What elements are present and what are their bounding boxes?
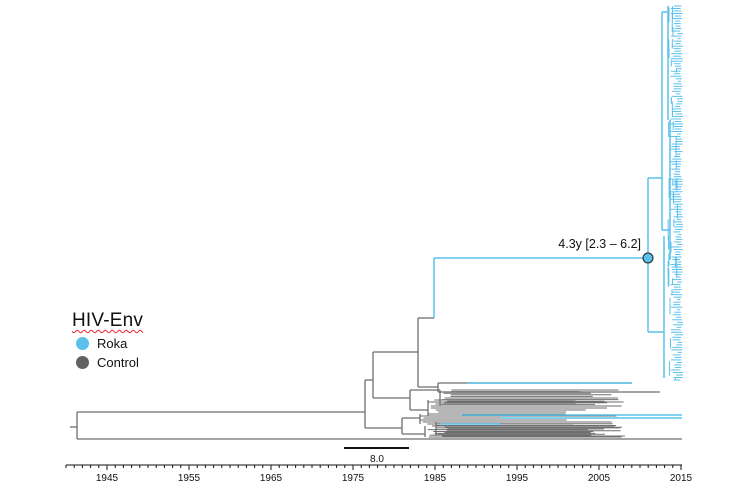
- control-swatch-icon: [76, 356, 89, 369]
- tmrca-annotation: 4.3y [2.3 – 6.2]: [558, 237, 641, 251]
- legend-label-roka: Roka: [97, 336, 128, 351]
- legend-title-text: HIV-Env: [72, 310, 144, 331]
- legend: HIV-Env Roka Control: [72, 310, 143, 370]
- legend-item-control: Control: [76, 355, 143, 370]
- roka-branches: [433, 6, 682, 425]
- time-axis: 1945 1955 1965 1975 1985 1995 2005 2015: [65, 464, 693, 484]
- axis-tick-label: 2015: [670, 473, 693, 484]
- control-tip-leaves: [419, 389, 636, 438]
- axis-tick-label: 1985: [424, 473, 447, 484]
- legend-label-control: Control: [97, 355, 139, 370]
- axis-tick-label: 1955: [178, 473, 201, 484]
- axis-tick-label: 1965: [260, 473, 283, 484]
- legend-item-roka: Roka: [76, 336, 143, 351]
- scale-bar-label: 8.0: [370, 454, 384, 465]
- roka-swatch-icon: [76, 337, 89, 350]
- axis-tick-label: 1945: [96, 473, 119, 484]
- axis-tick-label: 2005: [588, 473, 611, 484]
- control-branches: [70, 317, 682, 440]
- axis-tick-label: 1995: [506, 473, 529, 484]
- axis-tick-label: 1975: [342, 473, 365, 484]
- legend-title: HIV-Env: [72, 310, 143, 332]
- tmrca-node-marker: [642, 252, 654, 264]
- roka-tip-leaves: [667, 5, 683, 381]
